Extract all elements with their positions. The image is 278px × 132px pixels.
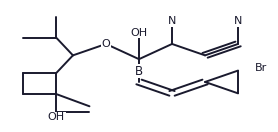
Text: Br: Br	[255, 63, 267, 73]
Text: B: B	[135, 65, 143, 78]
Text: N: N	[168, 16, 176, 26]
Text: OH: OH	[130, 28, 148, 38]
Text: O: O	[101, 39, 110, 49]
Text: OH: OH	[48, 112, 65, 122]
Text: N: N	[234, 16, 242, 26]
